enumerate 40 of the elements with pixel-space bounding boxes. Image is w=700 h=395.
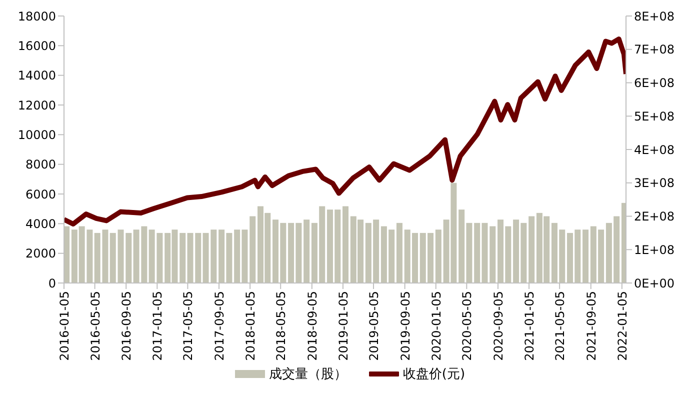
y-tick-label: 0 bbox=[48, 276, 56, 290]
x-tick-label: 2020-01-05 bbox=[429, 291, 444, 361]
x-tick-label: 2022-01-05 bbox=[615, 291, 630, 361]
x-tick-label: 2017-01-05 bbox=[150, 291, 165, 361]
x-tick-label: 2018-09-05 bbox=[305, 291, 320, 361]
x-tick-label: 2020-09-05 bbox=[491, 291, 506, 361]
y2-tick-label: 4E+08 bbox=[634, 142, 675, 157]
y2-tick-label: 8E+08 bbox=[634, 9, 675, 24]
legend-label: 成交量（股） bbox=[268, 366, 347, 383]
x-tick-label: 2018-01-05 bbox=[244, 291, 258, 361]
y2-tick-label: 7E+08 bbox=[634, 42, 675, 57]
y-tick-label: 14000 bbox=[18, 68, 56, 83]
y2-tick-label: 5E+08 bbox=[634, 109, 675, 124]
y-tick-label: 8000 bbox=[25, 158, 56, 172]
x-tick-label: 2019-01-05 bbox=[336, 291, 350, 361]
x-tick-label: 2021-05-05 bbox=[553, 291, 568, 361]
x-tick-label: 2018-05-05 bbox=[274, 291, 288, 361]
y-tick-label: 2000 bbox=[25, 246, 56, 261]
legend-label: 收盘价(元) bbox=[402, 366, 466, 383]
x-tick-label: 2021-01-05 bbox=[522, 291, 537, 361]
x-tick-label: 2017-09-05 bbox=[212, 291, 227, 361]
x-tick-label: 2016-09-05 bbox=[120, 291, 134, 361]
y2-tick-label: 6E+08 bbox=[634, 76, 675, 90]
x-tick-label: 2019-09-05 bbox=[398, 291, 412, 361]
y2-tick-label: 0E+00 bbox=[634, 276, 675, 290]
x-tick-label: 2016-01-05 bbox=[58, 291, 72, 361]
y2-tick-label: 1E+08 bbox=[634, 242, 675, 257]
x-tick-label: 2017-05-05 bbox=[181, 291, 196, 361]
y-tick-label: 10000 bbox=[18, 128, 56, 142]
x-tick-label: 2021-09-05 bbox=[584, 291, 598, 361]
y-tick-label: 16000 bbox=[18, 38, 56, 53]
x-tick-label: 2016-05-05 bbox=[88, 291, 102, 361]
x-tick-label: 2019-05-05 bbox=[367, 291, 382, 361]
y-tick-label: 6000 bbox=[25, 187, 56, 202]
y-tick-label: 4000 bbox=[25, 216, 56, 231]
y2-tick-label: 3E+08 bbox=[634, 176, 675, 190]
y2-tick-label: 2E+08 bbox=[634, 210, 675, 224]
y-tick-label: 12000 bbox=[18, 98, 56, 112]
x-tick-label: 2020-05-05 bbox=[460, 291, 474, 361]
y-tick-label: 18000 bbox=[18, 9, 56, 24]
